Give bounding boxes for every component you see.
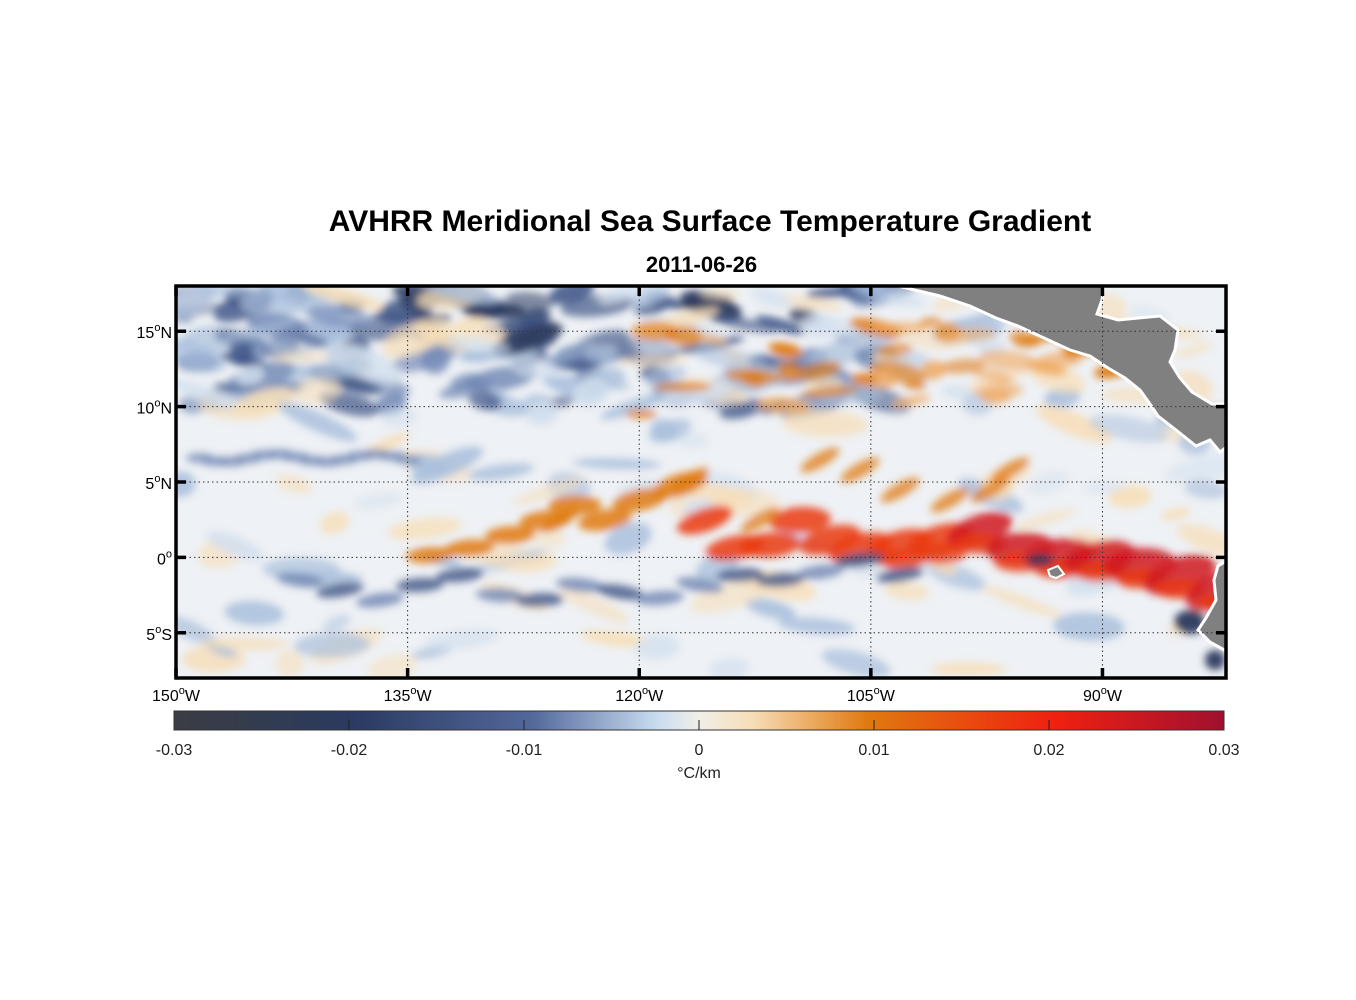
lat-label: 15oN [137,322,172,342]
lon-label: 120oW [615,685,664,705]
colorbar-tick-label: -0.01 [506,742,543,759]
lat-label: 5oN [145,473,172,493]
latitude-labels: 15oN 10oN 5oN 0o 5oS [137,322,172,644]
land-central-america [897,286,1226,455]
land-galapagos [1046,564,1066,580]
colorbar-tick-label: -0.02 [331,742,368,759]
chart-title: AVHRR Meridional Sea Surface Temperature… [328,205,1092,238]
colorbar-tick-label: 0.03 [1208,742,1239,759]
colorbar-tick-label: -0.03 [156,742,193,759]
colorbar-unit-label: °C/km [677,765,721,782]
lon-label: 150oW [152,685,201,705]
colorbar-ticks: -0.03 -0.02 -0.01 0 0.01 0.02 0.03 [156,720,1240,759]
land-south-america [1196,559,1226,653]
colorbar-tick-label: 0.02 [1033,742,1064,759]
lat-label: 5oS [146,624,172,644]
longitude-labels: 150oW 135oW 120oW 105oW 90oW [152,685,1123,705]
lat-label: 10oN [137,398,172,418]
chart-subtitle: 2011-06-26 [645,252,758,277]
lon-label: 105oW [847,685,896,705]
axis-ticks [174,286,1226,678]
lon-label: 135oW [384,685,433,705]
lon-label: 90oW [1083,685,1123,705]
colorbar-tick-label: 0.01 [858,742,889,759]
colorbar-tick-label: 0 [695,742,704,759]
lat-label: 0o [157,548,172,568]
